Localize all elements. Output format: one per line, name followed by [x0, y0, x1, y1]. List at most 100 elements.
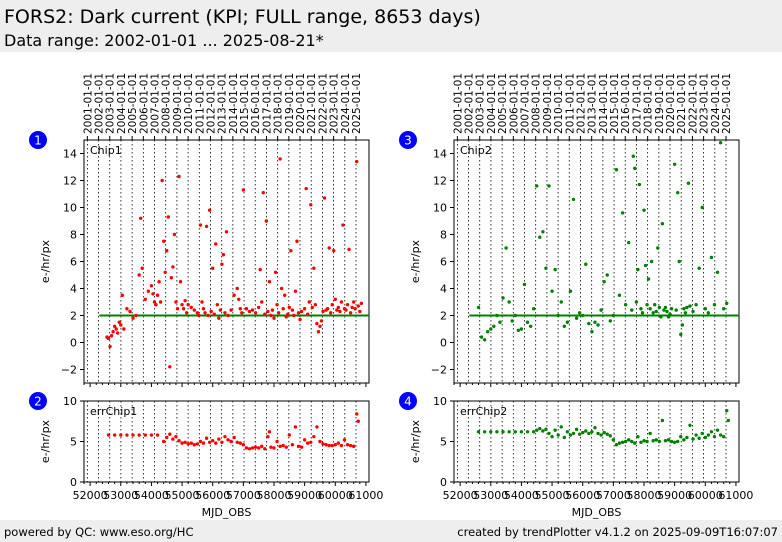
data-point	[315, 321, 319, 326]
data-point	[660, 418, 665, 423]
data-point	[666, 438, 671, 442]
data-point	[630, 308, 634, 312]
data-point	[584, 429, 588, 433]
data-point	[172, 232, 177, 237]
y-tick-label: 0	[440, 476, 447, 489]
data-point	[685, 435, 689, 440]
data-point	[504, 246, 508, 250]
data-point	[247, 309, 252, 314]
year-tick-label: 2021-01-01	[676, 73, 688, 134]
year-tick-label: 2009-01-01	[172, 73, 184, 134]
data-point	[165, 249, 169, 253]
data-point	[119, 323, 123, 327]
panel-badge-number: 2	[34, 395, 42, 409]
data-point	[571, 197, 576, 202]
data-point	[209, 309, 213, 314]
data-point	[149, 284, 154, 288]
data-point	[283, 293, 287, 297]
data-point	[178, 280, 183, 284]
data-point	[211, 266, 215, 270]
data-point	[302, 307, 307, 311]
data-point	[278, 444, 282, 449]
data-point	[489, 430, 493, 434]
data-point	[649, 259, 654, 264]
data-point	[626, 240, 631, 245]
data-point	[544, 266, 548, 270]
data-point	[568, 433, 573, 437]
data-point	[577, 311, 582, 315]
data-point	[146, 289, 151, 293]
data-point	[108, 344, 112, 349]
y-tick-label: 2	[440, 310, 447, 323]
data-point	[668, 312, 672, 316]
data-point	[207, 208, 212, 212]
data-point	[200, 300, 204, 304]
data-point	[712, 434, 717, 439]
data-point	[184, 311, 189, 315]
data-point	[224, 230, 229, 234]
data-point	[636, 434, 640, 439]
data-point	[633, 166, 637, 171]
data-point	[538, 235, 542, 239]
x-axis-label: MJD_OBS	[202, 506, 252, 519]
data-point	[272, 316, 276, 320]
year-tick-label: 2022-01-01	[687, 73, 699, 134]
year-tick-label: 2015-01-01	[609, 73, 621, 134]
data-point	[623, 303, 628, 307]
data-point	[275, 439, 279, 444]
data-point	[293, 289, 298, 293]
x-tick-label: 52000	[73, 489, 108, 502]
data-point	[278, 157, 282, 161]
data-point	[125, 433, 129, 437]
data-point	[351, 300, 356, 304]
data-point	[651, 311, 655, 315]
year-tick-label: 2009-01-01	[542, 73, 554, 134]
data-point	[590, 430, 594, 434]
data-point	[318, 324, 322, 328]
data-point	[359, 301, 364, 306]
data-point	[152, 300, 157, 304]
data-point	[260, 444, 264, 449]
data-point	[299, 309, 304, 314]
data-point	[256, 305, 261, 310]
footer-band: powered by QC: www.eso.org/HC created by…	[0, 520, 782, 542]
panel-4: 0 5 10 520005300054000550005600057000580005…	[399, 392, 753, 519]
data-point	[562, 324, 567, 328]
y-tick-label: 10	[63, 202, 77, 215]
data-point	[229, 439, 233, 444]
data-point	[211, 438, 215, 443]
data-point	[596, 323, 600, 327]
year-tick-label: 2025-01-01	[351, 73, 363, 134]
data-point	[691, 437, 695, 441]
data-point	[680, 323, 685, 327]
data-point	[186, 303, 190, 307]
data-point	[721, 434, 726, 439]
data-point	[112, 324, 117, 328]
data-point	[327, 443, 331, 448]
data-point	[683, 311, 688, 315]
x-tick-label: 59000	[657, 489, 692, 502]
panel-badge	[399, 392, 417, 410]
data-point	[155, 433, 160, 437]
x-tick-label: 55000	[165, 489, 200, 502]
data-point	[715, 270, 720, 274]
y-axis-label: e-/hr/px	[409, 419, 422, 463]
data-point	[617, 293, 622, 297]
data-point	[226, 438, 230, 442]
data-point	[703, 435, 707, 440]
data-point	[241, 443, 246, 447]
data-point	[160, 178, 164, 183]
data-point	[117, 320, 121, 324]
data-point	[143, 433, 147, 437]
footer-timestamp: created by trendPlotter v4.1.2 on 2025-0…	[457, 525, 778, 539]
data-point	[630, 439, 634, 444]
data-point	[238, 441, 242, 445]
data-point	[355, 412, 359, 416]
data-point	[137, 433, 141, 437]
data-point	[353, 307, 357, 311]
x-tick-label: 58000	[257, 489, 292, 502]
data-point	[663, 438, 668, 443]
data-point	[535, 428, 539, 432]
year-tick-label: 2014-01-01	[228, 73, 240, 134]
data-point	[643, 263, 648, 268]
